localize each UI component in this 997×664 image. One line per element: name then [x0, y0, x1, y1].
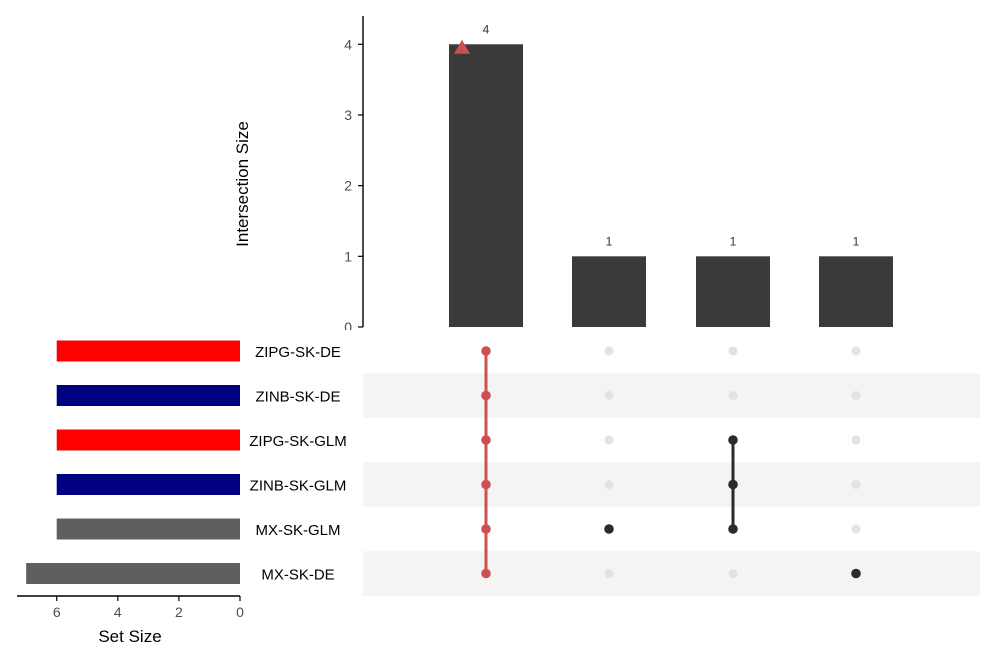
matrix-dot-active: [851, 568, 861, 579]
intersection-y-tick-label: 1: [344, 248, 352, 264]
intersection-y-tick-label: 4: [344, 36, 352, 52]
matrix-dot-inactive: [728, 569, 738, 578]
intersection-bar: [819, 256, 893, 327]
set-name-label: ZINB-SK-DE: [255, 389, 340, 406]
matrix-row-stripe: [363, 551, 980, 596]
intersection-bar: [449, 44, 523, 327]
matrix-dot-active: [604, 524, 614, 534]
matrix-dot-inactive: [851, 346, 861, 356]
matrix-row-stripe: [363, 373, 980, 418]
intersection-bar-label: 1: [853, 234, 860, 248]
matrix-dot-inactive: [851, 435, 861, 445]
matrix-dot-active: [481, 568, 491, 579]
matrix-dot-active: [481, 435, 491, 445]
matrix-dot-inactive: [604, 569, 614, 578]
intersection-bar-label: 1: [730, 234, 737, 248]
intersection-bar-label: 1: [606, 234, 613, 248]
matrix-dot-active: [481, 479, 491, 490]
matrix-dot-inactive: [604, 480, 614, 489]
set-size-x-tick-label: 6: [53, 604, 61, 620]
matrix-dot-inactive: [851, 480, 861, 489]
matrix-dot-active: [728, 479, 738, 490]
intersection-y-axis-title: Intersection Size: [233, 121, 252, 247]
matrix-dot-active: [728, 524, 738, 534]
matrix-dot-inactive: [728, 346, 738, 356]
set-name-label: ZIPG-SK-GLM: [249, 433, 347, 450]
set-name-label: ZINB-SK-GLM: [250, 478, 347, 495]
matrix-dot-active: [481, 524, 491, 534]
set-size-bar: [56, 474, 241, 495]
set-size-x-tick-label: 0: [236, 604, 244, 620]
matrix-dot-active: [728, 435, 738, 445]
set-size-bar: [56, 518, 241, 540]
highlight-triangle-marker: [454, 39, 470, 54]
intersection-y-tick-label: 2: [344, 178, 352, 194]
matrix-dot-active: [481, 346, 491, 356]
intersection-bar: [572, 256, 646, 327]
set-name-label: ZIPG-SK-DE: [255, 344, 341, 361]
set-size-bar: [56, 340, 241, 362]
intersection-y-tick-label: 3: [344, 107, 352, 123]
matrix-dot-inactive: [728, 391, 738, 400]
matrix-dot-inactive: [851, 524, 861, 534]
set-size-axis-title: Set Size: [98, 627, 161, 646]
matrix-top-mask: [300, 330, 980, 338]
set-name-label: MX-SK-DE: [261, 567, 334, 584]
matrix-row-stripe: [363, 462, 980, 507]
set-size-x-tick-label: 2: [175, 604, 183, 620]
intersection-bar-label: 4: [483, 22, 490, 36]
matrix-dot-active: [481, 390, 491, 401]
set-name-label: MX-SK-GLM: [255, 522, 340, 539]
set-size-x-tick-label: 4: [114, 604, 122, 620]
intersection-y-tick-label: 0: [344, 319, 352, 335]
set-size-bar: [56, 385, 241, 406]
matrix-dot-inactive: [604, 435, 614, 445]
matrix-dot-inactive: [604, 346, 614, 356]
matrix-dot-inactive: [604, 391, 614, 400]
matrix-dot-inactive: [851, 391, 861, 400]
set-size-bar: [26, 563, 240, 584]
set-size-bar: [56, 429, 241, 451]
intersection-bar: [696, 256, 770, 327]
